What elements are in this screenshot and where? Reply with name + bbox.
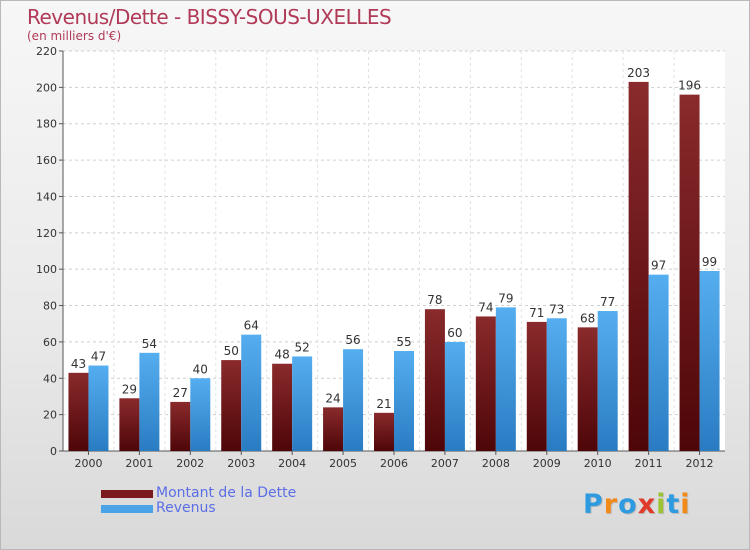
y-tick-label: 220 (36, 45, 57, 58)
x-tick-label: 2005 (329, 457, 357, 470)
bar-debt (526, 321, 547, 451)
bar-revenue (190, 378, 211, 451)
bar-revenue (699, 271, 720, 451)
data-label-revenue: 40 (193, 362, 208, 376)
x-tick-label: 2009 (533, 457, 561, 470)
logo-letter: i (656, 489, 667, 520)
data-label-revenue: 60 (447, 326, 462, 340)
y-tick-label: 80 (43, 300, 57, 313)
data-label-debt: 27 (173, 386, 188, 400)
y-tick-label: 40 (43, 372, 57, 385)
data-label-revenue: 56 (345, 333, 360, 347)
bar-revenue (343, 349, 364, 451)
data-label-revenue: 97 (651, 259, 666, 273)
data-label-revenue: 47 (91, 350, 106, 364)
chart-title: Revenus/Dette - BISSY-SOUS-UXELLES (27, 5, 392, 29)
x-tick-label: 2004 (278, 457, 306, 470)
logo-letter: i (680, 489, 691, 520)
y-tick-label: 180 (36, 118, 57, 131)
logo-letter: t (666, 489, 681, 520)
proxiti-logo: Proxiti (583, 489, 691, 520)
y-tick-label: 200 (36, 81, 57, 94)
bar-debt (679, 94, 700, 452)
y-tick-label: 20 (43, 409, 57, 422)
data-label-debt: 50 (224, 344, 239, 358)
data-label-debt: 21 (376, 397, 391, 411)
data-label-revenue: 55 (396, 335, 411, 349)
x-tick-label: 2008 (482, 457, 510, 470)
data-labels: 43 47 29 54 27 40 50 64 48 52 24 56 21 55 78 60 74 79 71 73… (71, 66, 717, 411)
y-tick-label: 100 (36, 263, 57, 276)
bar-revenue (597, 311, 618, 451)
x-tick-label: 2011 (635, 457, 663, 470)
legend-label-revenue: Revenus (156, 500, 216, 516)
x-tick-label: 2010 (584, 457, 612, 470)
data-label-debt: 78 (427, 293, 442, 307)
data-label-debt: 71 (529, 306, 544, 320)
logo-letter: x (637, 489, 657, 520)
data-label-debt: 29 (122, 382, 137, 396)
data-label-revenue: 99 (702, 255, 717, 269)
bar-revenue (648, 274, 669, 451)
bar-debt (68, 372, 89, 451)
bar-debt (374, 412, 394, 451)
y-tick-label: 0 (50, 445, 57, 458)
bar-debt (577, 327, 598, 451)
bar-debt (475, 316, 496, 451)
y-tick-label: 160 (36, 154, 57, 167)
logo-letter: o (618, 489, 638, 520)
bar-revenue (546, 318, 567, 451)
data-label-revenue: 77 (600, 295, 615, 309)
data-label-revenue: 54 (142, 337, 157, 351)
data-label-debt: 24 (325, 391, 340, 405)
data-label-debt: 68 (580, 311, 595, 325)
chart-subtitle: (en milliers d'€) (27, 29, 122, 43)
bar-revenue (241, 334, 262, 451)
data-label-debt: 48 (275, 348, 290, 362)
x-tick-label: 2007 (431, 457, 459, 470)
logo-letter: P (583, 489, 604, 520)
bars (68, 81, 720, 452)
x-tick-label: 2003 (227, 457, 255, 470)
x-tick-label: 2001 (125, 457, 153, 470)
data-label-debt: 43 (71, 357, 86, 371)
data-label-debt: 74 (478, 300, 493, 314)
legend-swatch-debt (101, 490, 153, 498)
legend-swatch-revenue (101, 505, 153, 513)
x-tick-label: 2002 (176, 457, 204, 470)
bar-revenue (139, 352, 160, 451)
y-tick-label: 60 (43, 336, 57, 349)
bar-debt (628, 81, 649, 451)
data-label-revenue: 79 (498, 291, 513, 305)
bar-debt (221, 360, 242, 451)
x-tick-label: 2006 (380, 457, 408, 470)
bar-revenue (495, 307, 516, 451)
y-tick-label: 140 (36, 190, 57, 203)
x-tick-label: 2012 (686, 457, 714, 470)
logo-letter: r (603, 489, 619, 520)
y-tick-label: 120 (36, 227, 57, 240)
bar-revenue (444, 341, 465, 451)
bar-debt (424, 309, 445, 451)
bar-revenue (88, 365, 109, 451)
data-label-revenue: 64 (244, 319, 259, 333)
data-label-revenue: 52 (295, 340, 310, 354)
bar-revenue (292, 356, 313, 451)
bar-revenue (394, 351, 414, 451)
bar-debt (272, 363, 293, 451)
bar-debt (323, 407, 344, 451)
bar-debt (170, 401, 191, 451)
legend-label-debt: Montant de la Dette (156, 485, 297, 501)
data-label-debt: 203 (627, 66, 650, 80)
bar-debt (119, 398, 140, 451)
data-label-debt: 196 (678, 79, 701, 93)
x-tick-label: 2000 (74, 457, 102, 470)
data-label-revenue: 73 (549, 302, 564, 316)
